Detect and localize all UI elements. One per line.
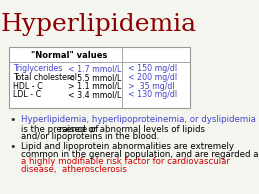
Text: "Normal" values: "Normal" values — [31, 51, 108, 60]
Text: .: . — [73, 165, 75, 174]
Text: is the presence of: is the presence of — [21, 125, 101, 134]
Text: •: • — [9, 142, 16, 152]
Text: a highly modifiable risk factor for cardiovascular: a highly modifiable risk factor for card… — [21, 157, 230, 166]
Text: disease,  atherosclerosis: disease, atherosclerosis — [21, 165, 127, 174]
Text: Hyperlipidemia: Hyperlipidemia — [1, 13, 197, 36]
Text: common in the general population, and are regarded as: common in the general population, and ar… — [21, 150, 259, 158]
Text: HDL - C: HDL - C — [13, 82, 43, 91]
Text: >  35 mg/dl: > 35 mg/dl — [128, 82, 175, 91]
Text: < 1.7 mmol/L: < 1.7 mmol/L — [68, 64, 121, 74]
Text: < 5.5 mmol/L: < 5.5 mmol/L — [68, 73, 121, 82]
Text: < 130 mg/dl: < 130 mg/dl — [128, 90, 177, 99]
FancyBboxPatch shape — [9, 47, 190, 108]
Text: LDL - C: LDL - C — [13, 90, 41, 99]
Text: > 1.1 mmol/L: > 1.1 mmol/L — [68, 82, 121, 91]
Text: •: • — [9, 115, 16, 125]
Text: raised or abnormal levels of lipids: raised or abnormal levels of lipids — [59, 125, 205, 134]
Text: and/or lipoproteins in the blood.: and/or lipoproteins in the blood. — [21, 132, 159, 141]
Text: < 3.4 mmol/L: < 3.4 mmol/L — [68, 90, 121, 99]
Text: < 200 mg/dl: < 200 mg/dl — [128, 73, 177, 82]
Text: Total cholesterol: Total cholesterol — [13, 73, 77, 82]
Text: Lipid and lipoprotein abnormalities are extremely: Lipid and lipoprotein abnormalities are … — [21, 142, 234, 151]
Text: Hyperlipidemia, hyperlipoproteinemia, or dyslipidemia: Hyperlipidemia, hyperlipoproteinemia, or… — [21, 115, 256, 124]
Text: < 150 mg/dl: < 150 mg/dl — [128, 64, 177, 74]
Text: Triglycerides: Triglycerides — [13, 64, 62, 74]
